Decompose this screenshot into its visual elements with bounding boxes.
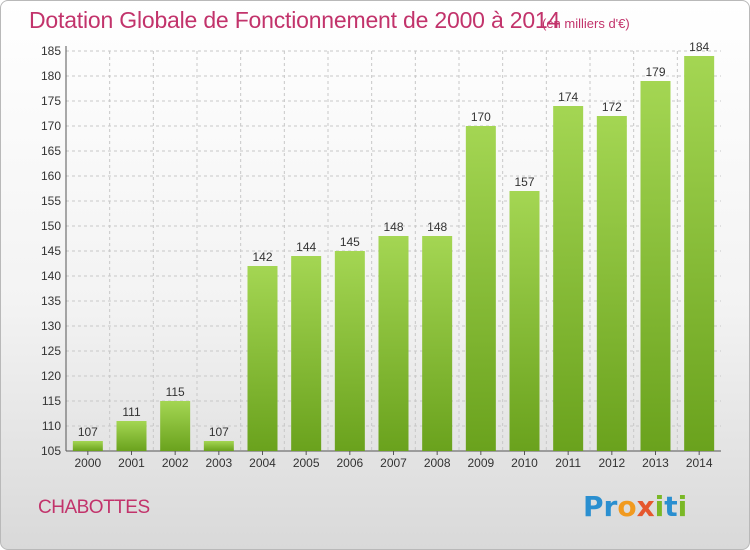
x-tick-label: 2012 (598, 456, 625, 470)
x-tick-label: 2013 (642, 456, 669, 470)
commune-name: CHABOTTES (38, 497, 150, 518)
x-tick-label: 2006 (336, 456, 363, 470)
chart-subtitle: (en milliers d'€) (542, 16, 630, 31)
bar (72, 441, 103, 451)
data-label: 145 (340, 235, 360, 249)
y-tick-label: 115 (42, 394, 61, 408)
x-tick-label: 2009 (467, 456, 494, 470)
y-tick-label: 155 (41, 194, 61, 208)
bar (465, 126, 496, 451)
data-label: 184 (689, 40, 709, 54)
bar (247, 266, 278, 451)
bar (684, 56, 715, 451)
y-tick-label: 170 (41, 119, 61, 133)
y-tick-label: 120 (41, 369, 61, 383)
data-label: 107 (78, 425, 98, 439)
y-tick-label: 185 (41, 44, 61, 58)
data-label: 170 (471, 110, 491, 124)
data-label: 148 (383, 220, 403, 234)
data-label: 111 (122, 405, 141, 419)
y-tick-label: 175 (41, 94, 61, 108)
bar (203, 441, 234, 451)
y-tick-label: 145 (41, 244, 61, 258)
x-tick-label: 2005 (293, 456, 320, 470)
y-tick-label: 160 (41, 169, 61, 183)
y-tick-label: 130 (41, 319, 61, 333)
bar (553, 106, 584, 451)
bar (116, 421, 147, 451)
y-tick-label: 135 (41, 294, 61, 308)
x-tick-label: 2003 (205, 456, 232, 470)
x-tick-label: 2008 (424, 456, 451, 470)
x-tick-label: 2004 (249, 456, 276, 470)
y-tick-label: 165 (41, 144, 61, 158)
bar (596, 116, 627, 451)
x-tick-label: 2011 (555, 456, 581, 470)
bar (160, 401, 191, 451)
data-label: 115 (166, 385, 185, 399)
bar (422, 236, 453, 451)
value-labels: 107 111 115 107 142 144 145 148 148 170 157 174 172 1… (78, 40, 710, 439)
bar (640, 81, 671, 451)
bars (72, 56, 715, 451)
data-label: 107 (209, 425, 229, 439)
x-tick-labels: 2000 2001 2002 2003 2004 2005 2006 2007 2008 2009… (74, 456, 712, 470)
x-tick-label: 2002 (162, 456, 189, 470)
bar (378, 236, 409, 451)
data-label: 148 (427, 220, 447, 234)
y-tick-label: 110 (42, 419, 61, 433)
chart-title: Dotation Globale de Fonctionnement de 20… (29, 7, 561, 33)
y-tick-label: 125 (41, 344, 61, 358)
x-tick-label: 2001 (118, 456, 145, 470)
y-tick-labels: 105 110 115 120 125 130 135 140 145 150 155 160 165 1… (41, 44, 61, 458)
bar (334, 251, 365, 451)
data-label: 157 (514, 175, 534, 189)
x-tick-label: 2010 (511, 456, 538, 470)
proxiti-logo[interactable]: Proxiti (583, 490, 688, 523)
y-tick-label: 140 (41, 269, 61, 283)
data-label: 144 (296, 240, 316, 254)
bar (291, 256, 322, 451)
x-tick-label: 2014 (686, 456, 713, 470)
data-label: 172 (602, 100, 622, 114)
data-label: 142 (252, 250, 272, 264)
y-tick-label: 180 (41, 69, 61, 83)
y-tick-label: 105 (41, 444, 61, 458)
x-tick-label: 2000 (74, 456, 101, 470)
bar (509, 191, 540, 451)
y-tick-label: 150 (41, 219, 61, 233)
data-label: 179 (645, 65, 665, 79)
data-label: 174 (558, 90, 578, 104)
x-tick-label: 2007 (380, 456, 407, 470)
